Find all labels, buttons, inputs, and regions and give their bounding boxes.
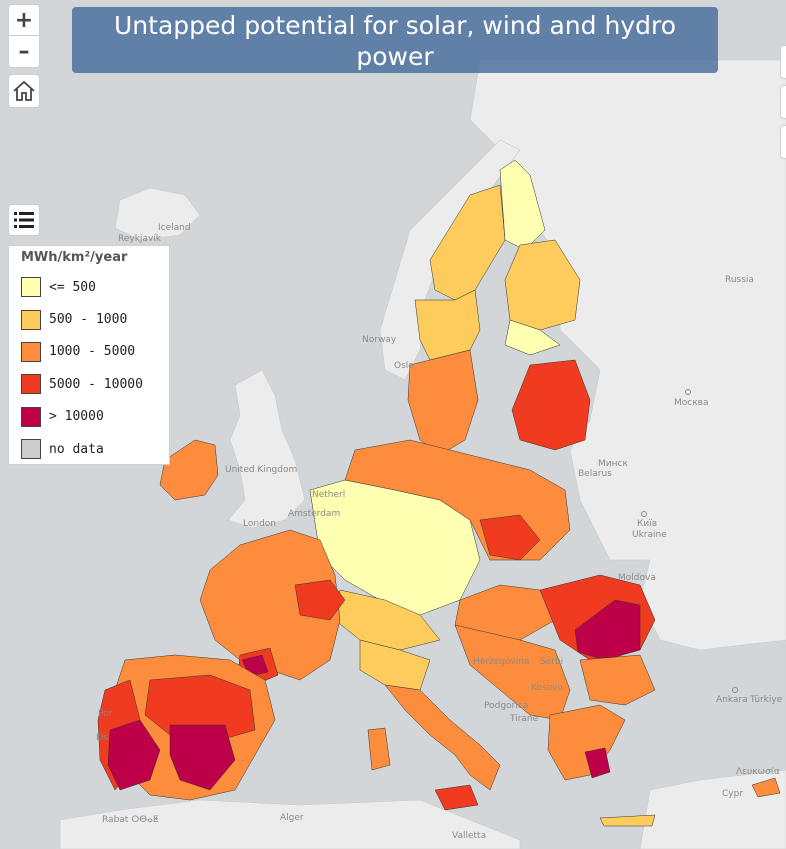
label-tirane: Tirane	[509, 714, 539, 724]
legend-label: no data	[49, 441, 104, 457]
zoom-out-button[interactable]: –	[8, 36, 40, 68]
finland-south	[504, 319, 561, 356]
right-control-3[interactable]	[780, 125, 786, 159]
label-ukraine: Ukraine	[632, 530, 667, 540]
legend-toggle-button[interactable]	[8, 204, 40, 236]
ankara-dot	[732, 687, 738, 693]
poland-red	[479, 514, 541, 561]
legend-swatch	[21, 341, 41, 362]
label-oslo: Oslo	[394, 361, 414, 371]
legend-item: 500 - 1000	[21, 303, 159, 335]
romania-crimson	[574, 599, 641, 661]
label-russia: Russia	[725, 275, 754, 285]
label-rabat: Rabat ⵔⴱⴰⵟ	[102, 815, 159, 825]
sweden-north	[429, 184, 506, 301]
label-norway: Norway	[362, 335, 397, 345]
label-united-kingdom: United Kingdom	[225, 465, 297, 475]
ireland	[159, 439, 219, 501]
sicily	[434, 784, 479, 811]
spain-crimson	[169, 724, 236, 791]
uk-land	[227, 369, 306, 529]
label-bosnia: Herzegovina	[473, 657, 530, 667]
legend-label: > 10000	[49, 409, 104, 425]
label-alger: Alger	[280, 813, 304, 823]
crete	[599, 814, 656, 827]
sweden-mid	[414, 289, 481, 361]
label-netherlands: Netherl	[312, 490, 345, 500]
label-podgorica: Podgorica	[484, 701, 528, 711]
legend-label: 5000 - 10000	[49, 376, 143, 392]
label-cyprus: Cypr	[722, 789, 743, 799]
legend-swatch	[21, 439, 41, 460]
legend-item: no data	[21, 433, 159, 465]
portugal-crimson	[107, 719, 161, 791]
label-reykjavik: Reykjavík	[118, 234, 162, 244]
legend-item: <= 500	[21, 271, 159, 303]
home-icon	[13, 80, 35, 101]
spain-red	[144, 674, 256, 741]
label-minsk: Минск	[598, 459, 628, 469]
moscow-dot	[685, 389, 691, 395]
greece-crimson	[584, 747, 611, 779]
baltics	[511, 359, 591, 451]
sweden-south	[407, 349, 479, 456]
bulgaria	[579, 654, 656, 706]
legend-swatch	[21, 406, 41, 427]
label-serbia: Serbi	[540, 657, 563, 667]
legend-item: 5000 - 10000	[21, 368, 159, 400]
right-control-1[interactable]	[780, 45, 786, 79]
sardinia	[367, 727, 391, 771]
label-london: London	[243, 519, 276, 529]
legend-panel: MWh/km²/year <= 500 500 - 1000 1000 - 5000…	[8, 245, 170, 465]
legend-swatch	[21, 309, 41, 330]
label-ankara: Ankara	[716, 695, 748, 705]
label-moldova: Moldova	[618, 573, 656, 583]
label-kyiv: Київ	[637, 519, 657, 529]
label-iceland: Iceland	[158, 223, 191, 233]
label-por: Por	[98, 709, 113, 719]
map-title: Untapped potential for solar, wind and h…	[72, 7, 718, 73]
legend-swatch	[21, 277, 41, 298]
label-moscow: Москва	[674, 398, 708, 408]
legend-title: MWh/km²/year	[21, 250, 128, 265]
france	[199, 529, 341, 681]
list-icon	[14, 212, 34, 228]
label-kosovo: Kosovo	[531, 683, 563, 693]
home-button[interactable]	[8, 74, 40, 108]
label-turkiye: Türkiye	[749, 695, 783, 705]
label-amsterdam: Amsterdam	[288, 509, 340, 519]
cyprus	[751, 777, 781, 798]
label-belarus: Belarus	[578, 469, 612, 479]
iceland-land	[114, 187, 201, 241]
legend-label: 500 - 1000	[49, 312, 128, 328]
legend-label: 1000 - 5000	[49, 344, 136, 360]
finland-north	[499, 159, 546, 251]
legend-label: <= 500	[49, 279, 96, 295]
legend-item: > 10000	[21, 401, 159, 433]
eastern-land	[469, 59, 786, 849]
italy	[384, 684, 501, 791]
kyiv-dot	[641, 511, 647, 517]
label-valletta: Valletta	[452, 831, 486, 841]
finland-mid	[504, 239, 581, 331]
france-red	[294, 579, 346, 621]
legend-item: 1000 - 5000	[21, 336, 159, 368]
label-lefkosia: Λευκωσία	[736, 767, 780, 777]
right-control-2[interactable]	[780, 85, 786, 119]
north-africa-land	[59, 799, 521, 849]
label-lis: Lis	[96, 733, 109, 743]
zoom-in-button[interactable]: +	[8, 4, 40, 36]
legend-swatch	[21, 374, 41, 395]
